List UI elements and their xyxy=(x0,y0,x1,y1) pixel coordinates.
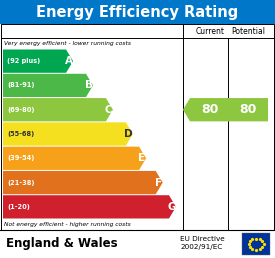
Text: (39-54): (39-54) xyxy=(7,155,34,161)
Text: Not energy efficient - higher running costs: Not energy efficient - higher running co… xyxy=(4,222,131,227)
Text: G: G xyxy=(167,202,176,212)
Bar xyxy=(0,0,275,24)
Text: E: E xyxy=(138,153,145,163)
Text: Current: Current xyxy=(196,27,224,36)
Polygon shape xyxy=(3,171,163,194)
Text: F: F xyxy=(155,178,162,188)
Text: England & Wales: England & Wales xyxy=(6,238,118,251)
Polygon shape xyxy=(3,122,133,146)
Text: (55-68): (55-68) xyxy=(7,131,34,137)
Text: (21-38): (21-38) xyxy=(7,180,34,186)
Text: D: D xyxy=(124,129,133,139)
Text: (92 plus): (92 plus) xyxy=(7,58,40,64)
Text: C: C xyxy=(104,105,112,115)
Text: 80: 80 xyxy=(201,103,219,116)
Text: Very energy efficient - lower running costs: Very energy efficient - lower running co… xyxy=(4,41,131,46)
Text: (81-91): (81-91) xyxy=(7,82,34,88)
Polygon shape xyxy=(3,50,73,73)
Bar xyxy=(0,230,275,258)
Polygon shape xyxy=(3,195,176,219)
Polygon shape xyxy=(3,74,93,97)
Text: 80: 80 xyxy=(239,103,257,116)
Text: A: A xyxy=(65,56,73,66)
Bar xyxy=(242,233,270,255)
Polygon shape xyxy=(221,98,268,121)
Text: EU Directive
2002/91/EC: EU Directive 2002/91/EC xyxy=(180,236,225,250)
Text: (69-80): (69-80) xyxy=(7,107,34,113)
Polygon shape xyxy=(3,98,113,121)
Bar xyxy=(1,24,274,230)
Text: Potential: Potential xyxy=(231,27,265,36)
Text: Energy Efficiency Rating: Energy Efficiency Rating xyxy=(36,4,239,20)
Polygon shape xyxy=(183,98,230,121)
Text: B: B xyxy=(84,80,92,90)
Polygon shape xyxy=(3,147,146,170)
Text: (1-20): (1-20) xyxy=(7,204,30,210)
